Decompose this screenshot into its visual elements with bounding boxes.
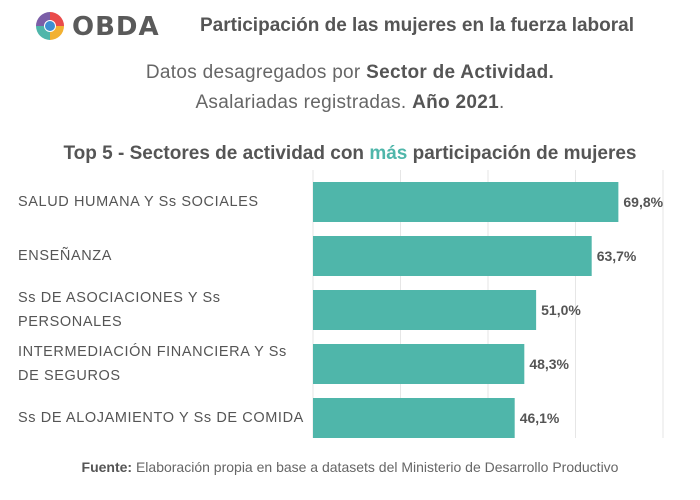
bar-3 [313, 290, 537, 330]
category-label-1: SALUD HUMANA Y Ss SOCIALES [18, 194, 259, 210]
subtitle-2-prefix: Asalariadas registradas. [195, 92, 413, 113]
bar-5 [313, 398, 515, 438]
subtitle-1-prefix: Datos desagregados por [145, 62, 367, 83]
source-text: Elaboración propia en base a datasets de… [132, 459, 619, 475]
bar-2 [313, 236, 592, 276]
page-title: Participación de las mujeres en la fuerz… [200, 15, 635, 36]
category-label-3: Ss DE ASOCIACIONES Y Ss PERSONALES [18, 290, 221, 330]
bar-chart: 69,8% 63,7% 51,0% 48,3% 46,1% SALUD HUMANA Y… [0, 170, 700, 445]
chart-title-prefix: Top 5 - Sectores de actividad con [63, 143, 370, 164]
source-label: Fuente: [81, 459, 133, 475]
obda-logo: OBDA [34, 10, 164, 44]
logo-text: OBDA [72, 12, 160, 42]
subtitle-1-bold: Sector de Actividad. [366, 62, 555, 83]
chart-title-suffix: participación de mujeres [407, 143, 637, 164]
header: OBDA Participación de las mujeres en la … [0, 0, 700, 60]
subtitle-2-suffix: . [498, 92, 505, 113]
logo-ring-icon [36, 12, 64, 40]
category-label-5: Ss DE ALOJAMIENTO Y Ss DE COMIDA [18, 410, 304, 426]
chart-title-accent: más [369, 143, 408, 164]
data-label-3: 51,0% [541, 302, 581, 318]
subtitle-line-1: Datos desagregados por Sector de Activid… [0, 62, 700, 84]
bar-4 [313, 344, 525, 384]
data-label-1: 69,8% [623, 194, 663, 210]
source-note: Fuente: Elaboración propia en base a dat… [0, 459, 700, 475]
chart-title: Top 5 - Sectores de actividad con más pa… [0, 143, 700, 165]
bar-1 [313, 182, 619, 222]
data-label-5: 46,1% [520, 410, 560, 426]
data-label-2: 63,7% [597, 248, 637, 264]
category-label-2: ENSEÑANZA [18, 248, 113, 264]
subtitle-line-2: Asalariadas registradas. Año 2021. [0, 92, 700, 114]
data-label-4: 48,3% [529, 356, 569, 372]
category-label-4: INTERMEDIACIÓN FINANCIERA Y Ss DE SEGURO… [18, 344, 287, 384]
bar-chart-svg: 69,8% 63,7% 51,0% 48,3% 46,1% [312, 170, 664, 438]
subtitle-2-bold: Año 2021 [412, 92, 499, 113]
